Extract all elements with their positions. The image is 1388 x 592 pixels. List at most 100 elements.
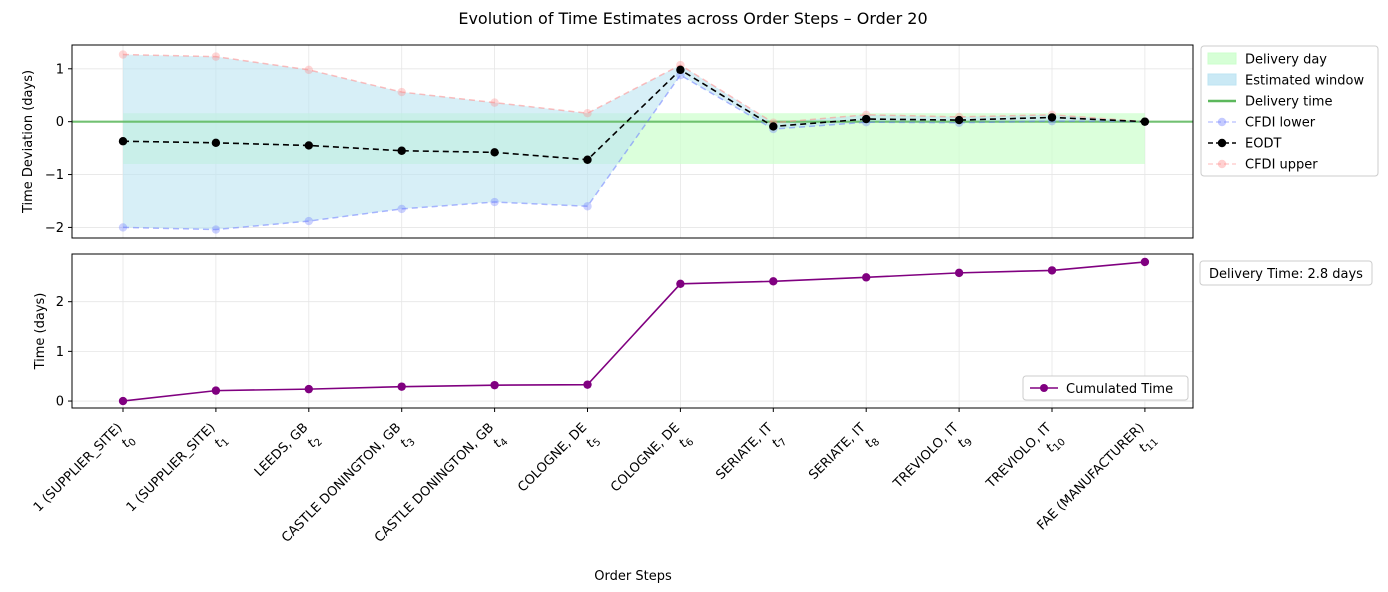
deviation-y-ticks: −2 −1 0 1 [45, 62, 72, 236]
chart-title: Evolution of Time Estimates across Order… [458, 9, 927, 28]
x-tick-location-label: TREVIOLO, IT [983, 420, 1055, 492]
deviation-y-axis-label: Time Deviation (days) [21, 70, 36, 214]
delivery-time-annotation-box [1199, 260, 1373, 286]
cumulated-legend: Cumulated Time [1022, 375, 1189, 401]
cumulated-legend-frame [1022, 375, 1189, 401]
legend-delivery-day-swatch [1207, 52, 1237, 65]
x-tick-label-group: FAE (MANUFACTURER)t11 [1035, 420, 1161, 533]
cfdi-upper-point [583, 109, 592, 118]
eodt-point [397, 146, 406, 155]
cumulated-panel: 0 1 2 Time (days) Cumulated Time [33, 253, 1194, 410]
cumulated-y-axis-label: Time (days) [33, 293, 48, 371]
legend-delivery-time-label: Delivery time [1245, 95, 1332, 110]
x-tick-location-label: 1 (SUPPLIER_SITE) [124, 420, 219, 515]
cfdi-upper-point [304, 65, 313, 75]
cumulated-time-point [1140, 257, 1150, 267]
order-step-x-ticks: 1 (SUPPLIER_SITE)t01 (SUPPLIER_SITE)t1 LE… [31, 408, 1161, 546]
delivery-time-annotation: Delivery Time: 2.8 days [1199, 260, 1373, 286]
cumulated-time-point [118, 396, 128, 406]
legend-cfdi-upper-marker [1217, 159, 1227, 169]
cumulated-time-point [769, 277, 778, 286]
deviation-axes-frame [71, 44, 1194, 239]
legend-eodt-label: EODT [1245, 137, 1281, 152]
eodt-point [118, 137, 128, 146]
cfdi-lower-point [490, 197, 499, 207]
cfdi-lower-point [118, 223, 128, 232]
deviation-panel: −2 −1 0 1 Time Deviation (days) [21, 44, 1194, 239]
x-tick-location-label: FAE (MANUFACTURER) [1035, 420, 1148, 533]
x-tick-location-label: COLOGNE, DE [608, 420, 683, 495]
cumulated-time-point [397, 382, 406, 391]
eodt-point [211, 138, 221, 148]
x-tick-location-label: SERIATE, IT [806, 420, 869, 483]
x-tick-location-label: LEEDS, GB [252, 420, 312, 480]
delivery-time-annotation-text: Delivery Time: 2.8 days [1209, 267, 1363, 282]
x-tick-step-label: t8 [862, 432, 882, 452]
legend-estimated-window-swatch [1207, 73, 1237, 86]
cumulated-time-point [1047, 266, 1057, 275]
x-tick-step-label: t6 [676, 432, 696, 452]
cfdi-upper-point [211, 52, 221, 61]
legend-cfdi-upper-label: CFDI upper [1245, 158, 1318, 173]
eodt-point [954, 115, 964, 125]
cumulated-time-line [122, 261, 1145, 402]
legend-eodt-marker [1217, 138, 1227, 148]
x-tick-location-label: 1 (SUPPLIER_SITE) [31, 420, 126, 515]
cumulated-legend-marker [1040, 384, 1048, 392]
cfdi-upper-point [490, 98, 499, 107]
eodt-point [769, 122, 778, 131]
legend-cfdi-lower-label: CFDI lower [1245, 116, 1316, 131]
cumulated-series [118, 257, 1150, 406]
cfdi-lower-line [122, 74, 1145, 231]
cumulated-grid [72, 254, 1193, 408]
eodt-point [583, 155, 592, 164]
cfdi-lower-point [397, 204, 406, 214]
x-tick-step-label: t3 [398, 432, 418, 452]
cumulated-time-point [954, 268, 964, 278]
x-tick-location-label: COLOGNE, DE [515, 420, 590, 495]
deviation-bands [123, 54, 1145, 230]
x-tick-step-label: t7 [769, 432, 789, 452]
eodt-point [1047, 113, 1057, 122]
x-tick-step-label: t1 [212, 432, 232, 452]
cumulated-legend-label: Cumulated Time [1066, 382, 1173, 397]
cfdi-upper-point [397, 87, 406, 97]
cfdi-lower-point [583, 202, 592, 211]
deviation-legend-frame [1200, 45, 1379, 177]
cfdi-lower-point [211, 225, 221, 234]
legend-delivery-day-label: Delivery day [1245, 53, 1327, 68]
cumulated-y-tick-label: 0 [56, 395, 64, 410]
x-tick-step-label: t2 [305, 432, 325, 452]
x-tick-location-label: SERIATE, IT [713, 420, 776, 483]
cfdi-lower-point [304, 216, 313, 226]
deviation-y-tick-label: 0 [56, 115, 64, 130]
cumulated-time-point [583, 380, 592, 389]
cumulated-y-ticks: 0 1 2 [56, 295, 72, 410]
deviation-y-tick-label: −2 [45, 221, 64, 236]
deviation-legend: Delivery day Estimated window Delivery tim… [1200, 45, 1379, 177]
cumulated-time-point [676, 279, 685, 289]
legend-estimated-window-label: Estimated window [1245, 74, 1364, 89]
x-tick-location-label: TREVIOLO, IT [890, 420, 962, 492]
deviation-y-tick-label: 1 [56, 62, 64, 77]
cumulated-y-tick-label: 2 [56, 295, 64, 310]
eodt-point [676, 65, 685, 75]
cumulated-time-point [211, 386, 221, 395]
cfdi-upper-line [122, 53, 1145, 124]
eodt-point [304, 141, 313, 150]
legend-cfdi-lower-marker [1217, 117, 1227, 127]
eodt-point [862, 114, 871, 124]
x-tick-label-group: 1 (SUPPLIER_SITE)t1 [124, 420, 232, 515]
x-axis-label: Order Steps [594, 569, 672, 584]
eodt-point [1140, 117, 1150, 126]
cumulated-axes-frame [71, 253, 1194, 409]
deviation-series [72, 50, 1193, 234]
